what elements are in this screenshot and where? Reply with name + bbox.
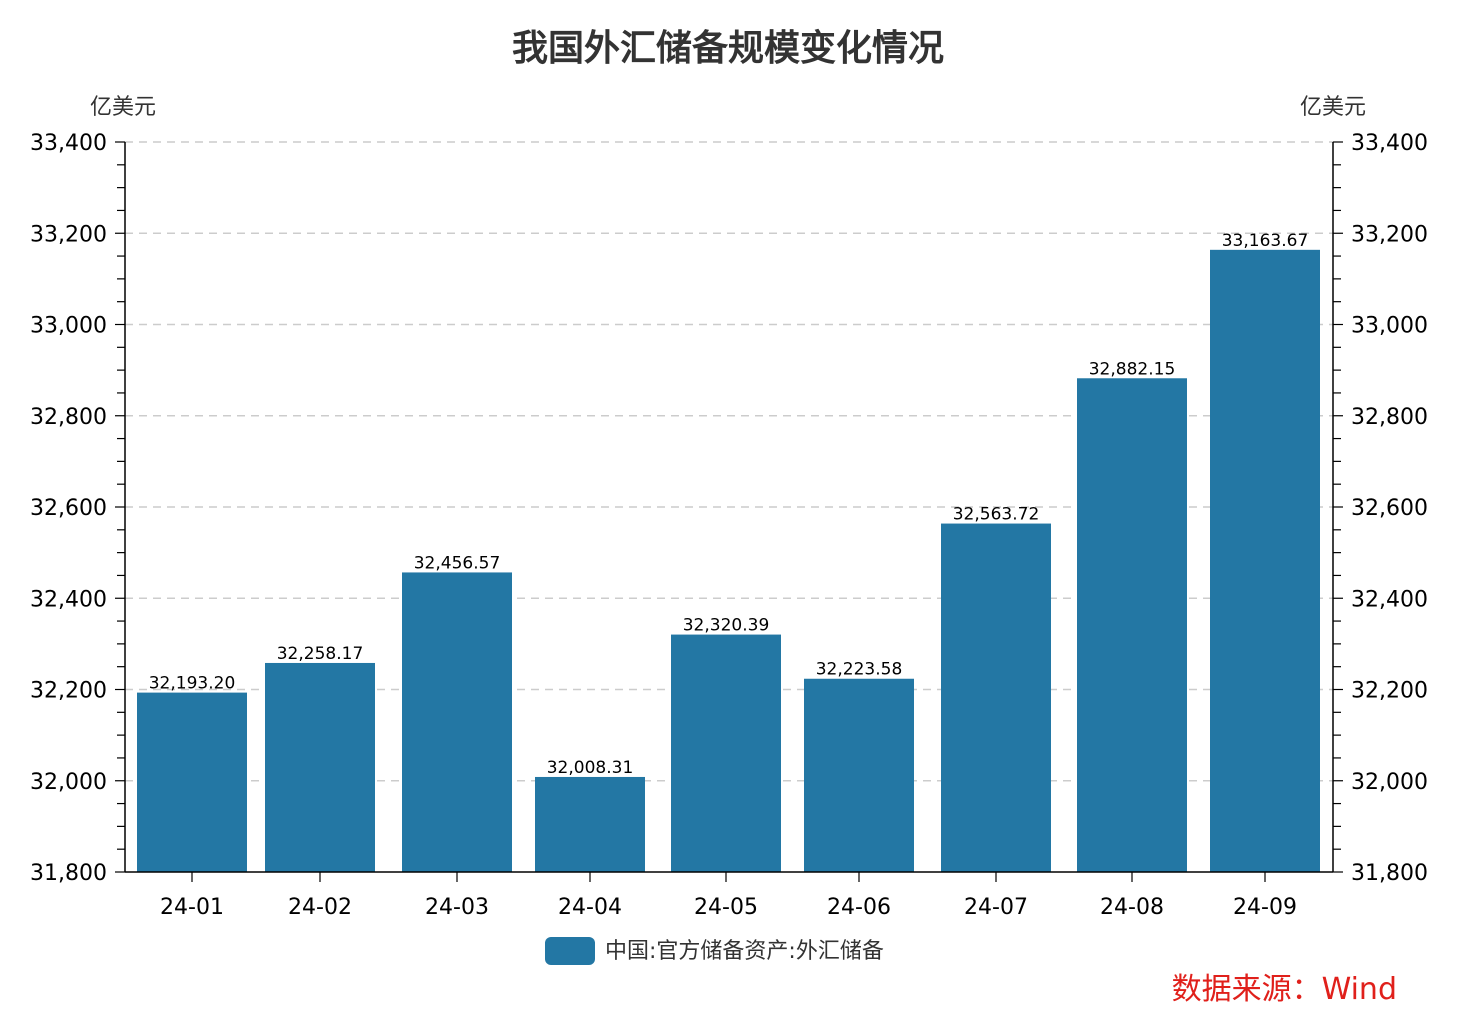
y-axis-right: 31,800 32,000 32,200 32,400 32,600 32,800 33,0… bbox=[1333, 131, 1428, 886]
y-tick-label-right: 33,000 bbox=[1351, 314, 1428, 339]
legend-swatch bbox=[545, 937, 595, 965]
data-label-24-01: 32,193.20 bbox=[149, 674, 236, 694]
bar-24-09 bbox=[1210, 249, 1320, 872]
y-axis-unit-left: 亿美元 bbox=[90, 95, 156, 120]
y-axis-unit-right: 亿美元 bbox=[1300, 95, 1366, 120]
y-tick-label-right: 32,800 bbox=[1351, 405, 1428, 430]
y-tick-label-left: 33,200 bbox=[30, 222, 107, 247]
data-label-24-09: 33,163.67 bbox=[1222, 231, 1309, 251]
bar-24-03 bbox=[402, 572, 512, 872]
y-tick-label-left: 33,000 bbox=[30, 314, 107, 339]
bar-24-04 bbox=[535, 776, 645, 872]
x-tick-label-24-08: 24-08 bbox=[1100, 895, 1164, 920]
y-tick-label-left: 32,800 bbox=[30, 405, 107, 430]
source-note: 数据来源：Wind bbox=[1172, 972, 1397, 1007]
y-tick-label-left: 32,600 bbox=[30, 496, 107, 521]
bar-24-05 bbox=[671, 634, 781, 872]
x-tick-label-24-06: 24-06 bbox=[827, 895, 891, 920]
legend: 中国:官方储备资产:外汇储备 bbox=[545, 937, 884, 965]
data-label-24-05: 32,320.39 bbox=[683, 616, 770, 636]
data-label-24-02: 32,258.17 bbox=[277, 644, 364, 664]
y-tick-label-left: 32,200 bbox=[30, 679, 107, 704]
y-tick-label-right: 32,000 bbox=[1351, 770, 1428, 795]
data-label-24-06: 32,223.58 bbox=[816, 660, 903, 680]
y-tick-label-left: 32,000 bbox=[30, 770, 107, 795]
y-tick-label-left: 33,400 bbox=[30, 131, 107, 156]
x-tick-label-24-04: 24-04 bbox=[558, 895, 622, 920]
y-tick-label-right: 33,200 bbox=[1351, 222, 1428, 247]
bar-24-08 bbox=[1077, 378, 1187, 872]
bar-24-06 bbox=[804, 678, 914, 872]
legend-label: 中国:官方储备资产:外汇储备 bbox=[605, 939, 884, 964]
y-tick-label-right: 32,200 bbox=[1351, 679, 1428, 704]
y-tick-label-left: 31,800 bbox=[30, 861, 107, 886]
y-axis-left: 31,800 32,000 32,200 32,400 32,600 32,800 33,0… bbox=[30, 131, 125, 886]
x-tick-label-24-07: 24-07 bbox=[964, 895, 1028, 920]
x-axis: 24-01 24-02 24-03 24-04 24-05 24-06 24-07 24-08… bbox=[160, 872, 1297, 920]
x-tick-label-24-05: 24-05 bbox=[694, 895, 758, 920]
y-tick-label-right: 31,800 bbox=[1351, 861, 1428, 886]
x-tick-label-24-02: 24-02 bbox=[288, 895, 352, 920]
data-label-24-04: 32,008.31 bbox=[547, 758, 634, 778]
x-tick-label-24-03: 24-03 bbox=[425, 895, 489, 920]
data-label-24-03: 32,456.57 bbox=[414, 553, 501, 573]
x-tick-label-24-09: 24-09 bbox=[1233, 895, 1297, 920]
data-label-24-08: 32,882.15 bbox=[1089, 359, 1176, 379]
x-tick-label-24-01: 24-01 bbox=[160, 895, 224, 920]
bar-24-07 bbox=[941, 523, 1051, 872]
y-tick-label-right: 32,400 bbox=[1351, 587, 1428, 612]
chart-title: 我国外汇储备规模变化情况 bbox=[512, 27, 944, 69]
bar-24-01 bbox=[137, 692, 247, 872]
y-tick-label-right: 32,600 bbox=[1351, 496, 1428, 521]
y-tick-label-right: 33,400 bbox=[1351, 131, 1428, 156]
bar-24-02 bbox=[265, 662, 375, 872]
data-labels: 32,193.20 32,258.17 32,456.57 32,008.31 32,3… bbox=[149, 231, 1309, 778]
data-label-24-07: 32,563.72 bbox=[953, 505, 1040, 525]
y-tick-label-left: 32,400 bbox=[30, 587, 107, 612]
bars bbox=[137, 249, 1320, 872]
